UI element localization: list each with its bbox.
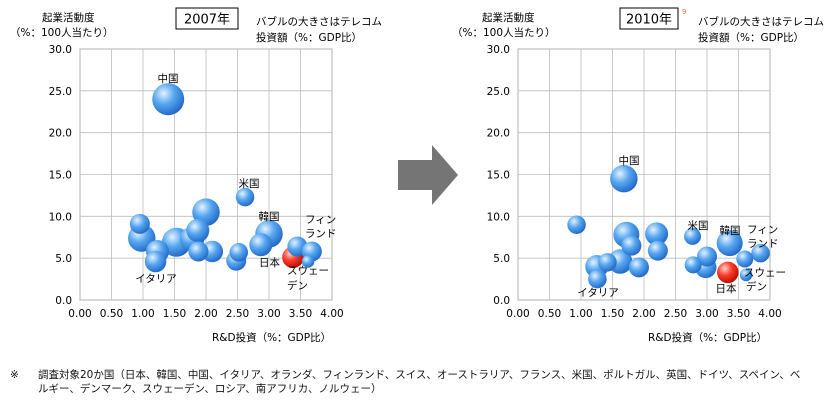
label-finland-line2: ランド — [305, 228, 337, 240]
bubble — [129, 213, 150, 234]
y-tick-label: 0.0 — [493, 295, 510, 307]
bubble — [739, 268, 753, 282]
bubble-chart-2010: 2010年 9 起業活動度 （%：100人当たり） バブルの大きさはテレコム 投… — [452, 7, 824, 344]
x-tick-label: 0.00 — [68, 308, 91, 320]
stray-mark: 9 — [682, 8, 686, 16]
x-tick-label: 2.00 — [632, 308, 655, 320]
label-finland-line1: フィン — [747, 224, 778, 236]
y-tick-label: 0.0 — [55, 295, 72, 307]
bubble — [229, 243, 249, 262]
y-tick-label: 25.0 — [487, 86, 510, 98]
label-sweden-line1: スウェー — [744, 267, 786, 279]
label-sweden-line1: スウェー — [287, 265, 329, 277]
bubble — [621, 235, 642, 256]
label-finland-line1: フィン — [305, 214, 336, 226]
plot-area — [517, 48, 771, 301]
label-us: 米国 — [239, 177, 260, 190]
x-tick-label: 0.50 — [538, 308, 561, 320]
bubble — [588, 269, 607, 289]
x-tick-label: 1.00 — [131, 308, 154, 320]
label-sweden-line2: デン — [746, 280, 767, 293]
x-tick-label: 3.00 — [695, 308, 718, 320]
bubble — [249, 233, 273, 257]
bubble — [751, 243, 770, 263]
bubble — [301, 255, 315, 268]
x-tick-label: 2.50 — [226, 308, 249, 320]
year-label: 2010年 — [626, 13, 672, 28]
label-korea: 韓国 — [720, 225, 741, 237]
y-axis-label-line2: （%：100人当たり） — [452, 26, 556, 39]
bubble — [567, 215, 586, 234]
footnote-mark: ※ — [10, 369, 19, 381]
y-tick-label: 30.0 — [49, 44, 72, 56]
bubble-japan — [717, 261, 739, 284]
x-tick-label: 2.00 — [194, 308, 217, 320]
y-axis-label-line1: 起業活動度 — [482, 11, 535, 24]
bubble — [684, 227, 702, 245]
bubble — [716, 230, 743, 257]
x-tick-label: 3.00 — [257, 308, 280, 320]
bubble — [192, 198, 220, 226]
bubble-size-note-line2: 投資額（%：GDP比） — [256, 31, 362, 44]
bubble — [188, 241, 209, 262]
label-china: 中国 — [158, 72, 179, 85]
bubble — [684, 256, 702, 274]
bubble — [598, 253, 617, 272]
bubble — [610, 164, 638, 193]
y-tick-label: 20.0 — [487, 128, 510, 140]
bubble — [201, 240, 224, 263]
label-italy: イタリア — [577, 287, 619, 299]
bubble — [647, 240, 668, 261]
label-finland-line2: ランド — [747, 238, 779, 250]
y-tick-label: 20.0 — [49, 128, 72, 140]
x-axis-label: R&D投資（%：GDP比） — [648, 331, 767, 344]
label-italy: イタリア — [135, 273, 177, 285]
bubble — [152, 83, 185, 116]
x-tick-label: 3.50 — [727, 308, 750, 320]
bubble-size-note-line1: バブルの大きさはテレコム — [698, 15, 824, 28]
bubble — [235, 187, 255, 207]
year-label: 2007年 — [184, 13, 230, 28]
y-tick-label: 30.0 — [487, 44, 510, 56]
label-us: 米国 — [688, 219, 709, 232]
bubble — [144, 250, 167, 273]
y-tick-label: 10.0 — [487, 211, 510, 223]
label-sweden-line2: デン — [287, 279, 308, 292]
x-tick-label: 2.50 — [664, 308, 687, 320]
bubble-chart-2007: 2007年 起業活動度 （%：100人当たり） バブルの大きさはテレコム 投資額… — [10, 7, 382, 344]
label-japan: 日本 — [716, 282, 737, 295]
bubble-size-note-line1: バブルの大きさはテレコム — [256, 15, 382, 28]
year-box — [619, 7, 679, 30]
y-axis-label-line1: 起業活動度 — [42, 11, 95, 24]
x-tick-label: 3.50 — [289, 308, 312, 320]
y-tick-label: 15.0 — [487, 170, 510, 182]
y-tick-label: 10.0 — [49, 211, 72, 223]
year-box — [175, 7, 239, 30]
label-china: 中国 — [619, 154, 640, 167]
bubble — [736, 250, 754, 268]
y-tick-label: 5.0 — [55, 253, 72, 265]
label-korea: 韓国 — [259, 211, 280, 223]
bubble — [645, 222, 669, 246]
bubble — [628, 257, 649, 278]
bubble — [697, 246, 717, 267]
x-tick-label: 0.50 — [100, 308, 123, 320]
y-tick-label: 15.0 — [49, 170, 72, 182]
x-tick-label: 1.00 — [569, 308, 592, 320]
x-tick-label: 1.50 — [163, 308, 186, 320]
y-tick-label: 5.0 — [493, 253, 510, 265]
footnote-text: 調査対象20か国（日本、韓国、中国、イタリア、オランダ、フィンランド、スイス、オ… — [38, 369, 801, 395]
bubble — [186, 219, 210, 243]
x-axis-label: R&D投資（%：GDP比） — [212, 331, 331, 344]
y-tick-label: 25.0 — [49, 86, 72, 98]
transition-arrow — [398, 145, 458, 205]
bubble-size-note-line2: 投資額（%：GDP比） — [698, 31, 804, 44]
label-japan: 日本 — [259, 256, 280, 269]
x-tick-label: 4.00 — [758, 308, 781, 320]
x-tick-label: 0.00 — [506, 308, 529, 320]
x-tick-label: 4.00 — [320, 308, 343, 320]
y-axis-label-line2: （%：100人当たり） — [10, 26, 114, 39]
x-tick-label: 1.50 — [601, 308, 624, 320]
